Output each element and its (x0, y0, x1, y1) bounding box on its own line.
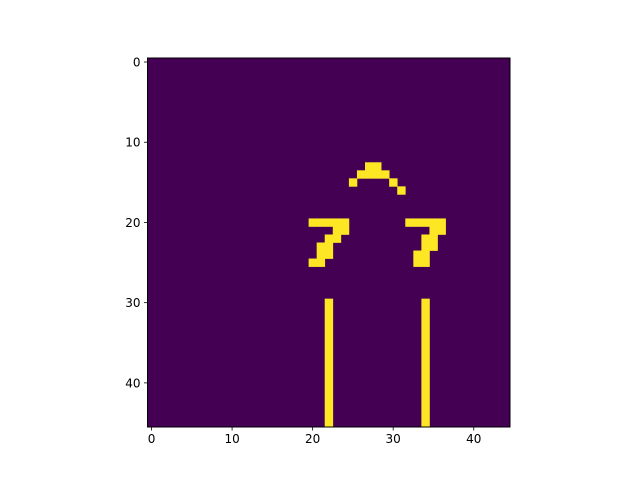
heatmap-cell (421, 322, 430, 332)
heatmap-cell (324, 314, 334, 324)
heatmap-cell (421, 394, 430, 404)
heatmap-cell (421, 250, 430, 259)
heatmap-cell (324, 362, 334, 372)
heatmap-cell (324, 298, 334, 308)
heatmap-cell (421, 298, 430, 308)
heatmap-cell (413, 218, 422, 227)
plot-area (147, 57, 511, 428)
heatmap-cell (316, 218, 326, 227)
heatmap-cell (389, 178, 398, 187)
heatmap-cell (324, 338, 334, 348)
heatmap-cell (421, 354, 430, 364)
heatmap-cell (421, 362, 430, 372)
heatmap-cell (324, 346, 334, 356)
heatmap-cell (365, 162, 374, 171)
heatmap-cell (373, 170, 382, 179)
heatmap-cell (308, 218, 318, 227)
heatmap-cell (332, 226, 342, 235)
heatmap-cell (324, 402, 334, 412)
heatmap-cell (421, 346, 430, 356)
heatmap-cell (421, 370, 430, 380)
heatmap-cell (324, 234, 334, 243)
x-axis: 0 10 20 30 40 (148, 427, 481, 446)
heatmap-cell (421, 314, 430, 324)
heatmap-cell (324, 354, 334, 364)
heatmap-cell (429, 226, 438, 235)
heatmap-cell (413, 250, 422, 259)
heatmap-cell (324, 250, 334, 259)
heatmap-cell (429, 242, 438, 251)
heatmap-cell (356, 170, 366, 179)
heatmap-cell (348, 178, 358, 187)
heatmap-cell (421, 402, 430, 412)
x-tick-label: 10 (224, 432, 239, 446)
heatmap-cell (421, 306, 430, 316)
heatmap-cell (421, 218, 430, 227)
heatmap-cell (397, 186, 406, 195)
heatmap-cell (324, 330, 334, 340)
heatmap-cell (324, 394, 334, 404)
heatmap-cell (421, 378, 430, 388)
heatmap-cell (316, 250, 326, 259)
heatmap-cell (421, 242, 430, 251)
heatmap-cell (332, 218, 342, 227)
x-tick-label: 40 (466, 432, 481, 446)
heatmap-cell (324, 242, 334, 251)
heatmap-cell (429, 218, 438, 227)
heatmap-cell (437, 226, 446, 235)
heatmap-cell (340, 226, 350, 235)
heatmap-cell (381, 170, 390, 179)
x-tick-label: 30 (386, 432, 401, 446)
y-axis: 0 10 20 30 40 (125, 56, 148, 390)
heatmap-cell (429, 234, 438, 243)
heatmap-cell (324, 418, 334, 428)
heatmap-cell (324, 370, 334, 380)
heatmap-cell (421, 338, 430, 348)
y-tick-label: 0 (133, 56, 141, 70)
heatmap-cell (324, 410, 334, 420)
heatmap-cell (308, 258, 318, 267)
y-tick-label: 20 (125, 216, 140, 230)
x-tick-label: 20 (305, 432, 320, 446)
heatmap-cell (421, 234, 430, 243)
heatmap-cell (324, 386, 334, 396)
heatmap-cell (421, 258, 430, 267)
heatmap-cell (324, 378, 334, 388)
heatmap-cells (308, 162, 446, 428)
heatmap-cell (332, 234, 342, 243)
y-tick-label: 40 (125, 376, 140, 390)
heatmap-cell (421, 410, 430, 420)
heatmap-cell (421, 330, 430, 340)
heatmap-cell (316, 258, 326, 267)
y-tick-label: 10 (125, 136, 140, 150)
heatmap-cell (421, 386, 430, 396)
heatmap-cell (421, 418, 430, 428)
x-tick-label: 0 (148, 432, 156, 446)
heatmap-cell (373, 162, 382, 171)
heatmap-cell (413, 258, 422, 267)
y-tick-label: 30 (125, 296, 140, 310)
heatmap-cell (340, 218, 350, 227)
axes-frame (147, 57, 511, 428)
heatmap-cell (365, 170, 374, 179)
heatmap-cell (405, 218, 414, 227)
heatmap-cell (324, 322, 334, 332)
heatmap-cell (324, 306, 334, 316)
heatmap-cell (316, 242, 326, 251)
heatmap-cell (324, 218, 334, 227)
heatmap-cell (437, 218, 446, 227)
